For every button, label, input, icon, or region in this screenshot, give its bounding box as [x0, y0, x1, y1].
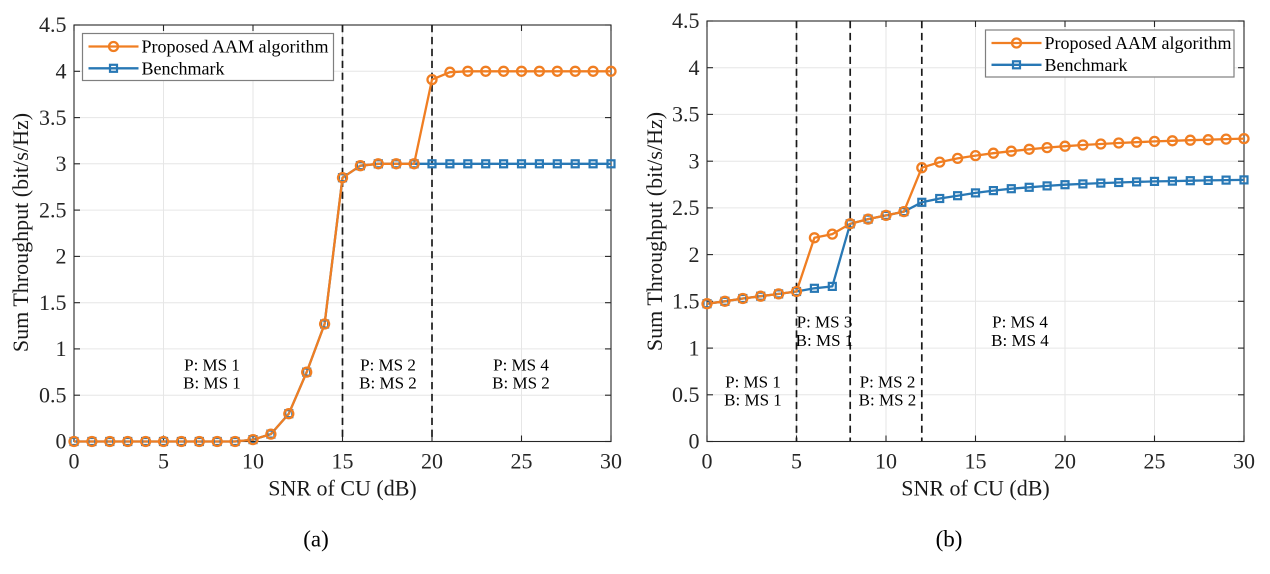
- svg-text:Sum Throughput (bit/s/Hz): Sum Throughput (bit/s/Hz): [8, 113, 33, 352]
- svg-text:Benchmark: Benchmark: [142, 59, 225, 79]
- svg-text:P: MS 4: P: MS 4: [992, 313, 1048, 332]
- svg-text:P: MS 2: P: MS 2: [360, 356, 416, 375]
- svg-text:(b): (b): [936, 527, 963, 552]
- svg-text:SNR of CU (dB): SNR of CU (dB): [901, 476, 1050, 501]
- svg-text:P: MS 3: P: MS 3: [797, 313, 853, 332]
- svg-text:Proposed AAM algorithm: Proposed AAM algorithm: [142, 37, 329, 57]
- svg-text:Proposed AAM algorithm: Proposed AAM algorithm: [1045, 33, 1232, 53]
- svg-text:0.5: 0.5: [672, 382, 700, 407]
- svg-text:10: 10: [875, 449, 897, 474]
- svg-text:4: 4: [56, 59, 67, 84]
- svg-text:2: 2: [689, 242, 700, 267]
- svg-text:4.5: 4.5: [672, 8, 700, 33]
- svg-text:2: 2: [56, 244, 67, 269]
- svg-text:SNR of CU (dB): SNR of CU (dB): [268, 476, 417, 501]
- svg-text:1.5: 1.5: [39, 290, 67, 315]
- svg-text:B: MS 2: B: MS 2: [859, 391, 917, 410]
- svg-text:20: 20: [421, 449, 443, 474]
- svg-text:P: MS 2: P: MS 2: [860, 373, 916, 392]
- svg-text:Benchmark: Benchmark: [1045, 55, 1128, 75]
- svg-text:3.5: 3.5: [672, 102, 700, 127]
- svg-text:1.5: 1.5: [672, 289, 700, 314]
- svg-text:2.5: 2.5: [39, 197, 67, 222]
- svg-text:25: 25: [511, 449, 533, 474]
- svg-text:P: MS 4: P: MS 4: [493, 356, 549, 375]
- svg-text:20: 20: [1054, 449, 1076, 474]
- svg-text:15: 15: [965, 449, 987, 474]
- svg-text:4: 4: [689, 55, 700, 80]
- svg-text:10: 10: [242, 449, 264, 474]
- svg-text:B: MS 4: B: MS 4: [991, 331, 1049, 350]
- svg-text:3.5: 3.5: [39, 105, 67, 130]
- svg-text:5: 5: [158, 449, 169, 474]
- svg-text:B: MS 1: B: MS 1: [796, 331, 854, 350]
- svg-text:5: 5: [791, 449, 802, 474]
- svg-text:B: MS 1: B: MS 1: [724, 391, 782, 410]
- svg-text:1: 1: [689, 335, 700, 360]
- svg-text:15: 15: [332, 449, 354, 474]
- svg-text:0: 0: [689, 429, 700, 454]
- svg-text:3: 3: [689, 148, 700, 173]
- svg-text:25: 25: [1144, 449, 1166, 474]
- svg-text:0: 0: [56, 429, 67, 454]
- svg-text:0.5: 0.5: [39, 382, 67, 407]
- svg-text:Sum Throughput (bit/s/Hz): Sum Throughput (bit/s/Hz): [642, 112, 667, 351]
- svg-text:1: 1: [56, 336, 67, 361]
- svg-text:(a): (a): [303, 527, 329, 552]
- svg-text:0: 0: [702, 449, 713, 474]
- svg-text:P: MS 1: P: MS 1: [725, 373, 781, 392]
- svg-text:0: 0: [69, 449, 80, 474]
- svg-text:2.5: 2.5: [672, 195, 700, 220]
- svg-text:P: MS 1: P: MS 1: [184, 356, 240, 375]
- svg-text:B: MS 1: B: MS 1: [183, 374, 241, 393]
- svg-text:4.5: 4.5: [39, 12, 67, 37]
- svg-text:B: MS 2: B: MS 2: [359, 374, 417, 393]
- svg-text:30: 30: [600, 449, 622, 474]
- svg-text:3: 3: [56, 151, 67, 176]
- svg-text:30: 30: [1233, 449, 1255, 474]
- svg-text:B: MS 2: B: MS 2: [492, 374, 550, 393]
